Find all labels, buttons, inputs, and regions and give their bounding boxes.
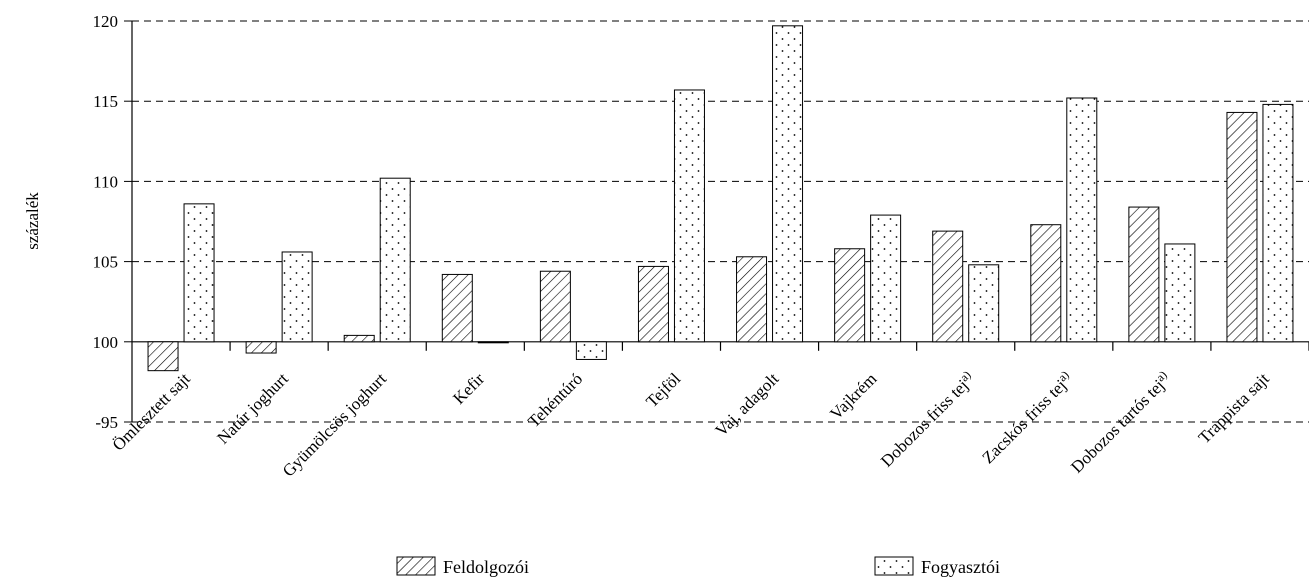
y-tick-label: 100 — [93, 333, 119, 352]
bar-dots-5 — [575, 341, 607, 360]
bar-dots-10 — [1066, 97, 1098, 343]
gridlines — [132, 20, 1309, 423]
legend: Feldolgozói Fogyasztói — [396, 556, 1000, 577]
bar-dots-7 — [772, 25, 804, 343]
bar-hatch-6 — [637, 265, 669, 343]
legend-label-feldolgozoi: Feldolgozói — [443, 557, 529, 577]
bar-hatch-2 — [245, 341, 277, 354]
category-label-superscript: a) — [957, 368, 973, 384]
category-label: Natúr joghurt — [213, 369, 292, 448]
y-tick-label: -95 — [95, 413, 118, 432]
category-label: Gyümölcsös joghurt — [279, 369, 390, 480]
y-axis-title: százalék — [23, 192, 42, 250]
bar-hatch-7 — [736, 256, 768, 343]
category-label: Vaj, adagolt — [712, 369, 783, 440]
bars — [147, 25, 1294, 372]
bar-dots-11 — [1164, 243, 1196, 343]
category-label: Ömlesztett sajt — [109, 369, 194, 454]
bar-hatch-4 — [441, 273, 473, 343]
legend-swatch-feldolgozoi — [396, 556, 436, 576]
legend-swatch-fogyasztoi — [874, 556, 914, 576]
bar-dots-12 — [1262, 103, 1294, 343]
y-tick-label: 120 — [93, 12, 119, 31]
bar-hatch-5 — [539, 270, 571, 343]
bar-hatch-8 — [834, 248, 866, 343]
category-label-superscript: a) — [1055, 368, 1071, 384]
legend-label-fogyasztoi: Fogyasztói — [921, 557, 1000, 577]
axes — [124, 20, 1309, 423]
y-tick-label: 105 — [93, 253, 119, 272]
bar-dots-2 — [281, 251, 313, 343]
bar-hatch-12 — [1226, 111, 1258, 343]
y-tick-label: 115 — [93, 92, 118, 111]
category-label: Zacskós friss teja) — [977, 368, 1077, 468]
category-label: Kefir — [449, 369, 488, 408]
category-label-superscript: a) — [1153, 368, 1169, 384]
bar-hatch-11 — [1128, 206, 1160, 343]
bar-hatch-9 — [932, 230, 964, 343]
bar-dots-1 — [183, 203, 215, 343]
bar-dots-9 — [968, 264, 1000, 343]
y-tick-label: 110 — [93, 172, 118, 191]
bar-dots-3 — [379, 177, 411, 343]
category-label: Tejföl — [642, 369, 684, 411]
category-label: Vajkrém — [826, 369, 880, 423]
bar-dots-6 — [673, 89, 705, 343]
category-label: Dobozos friss teja) — [876, 368, 979, 471]
category-label: Trappista sajt — [1195, 369, 1273, 447]
bar-hatch-3 — [343, 334, 375, 343]
bar-hatch-1 — [147, 341, 179, 372]
bar-dots-4 — [477, 341, 509, 344]
bar-dots-8 — [870, 214, 902, 343]
bar-hatch-10 — [1030, 224, 1062, 343]
